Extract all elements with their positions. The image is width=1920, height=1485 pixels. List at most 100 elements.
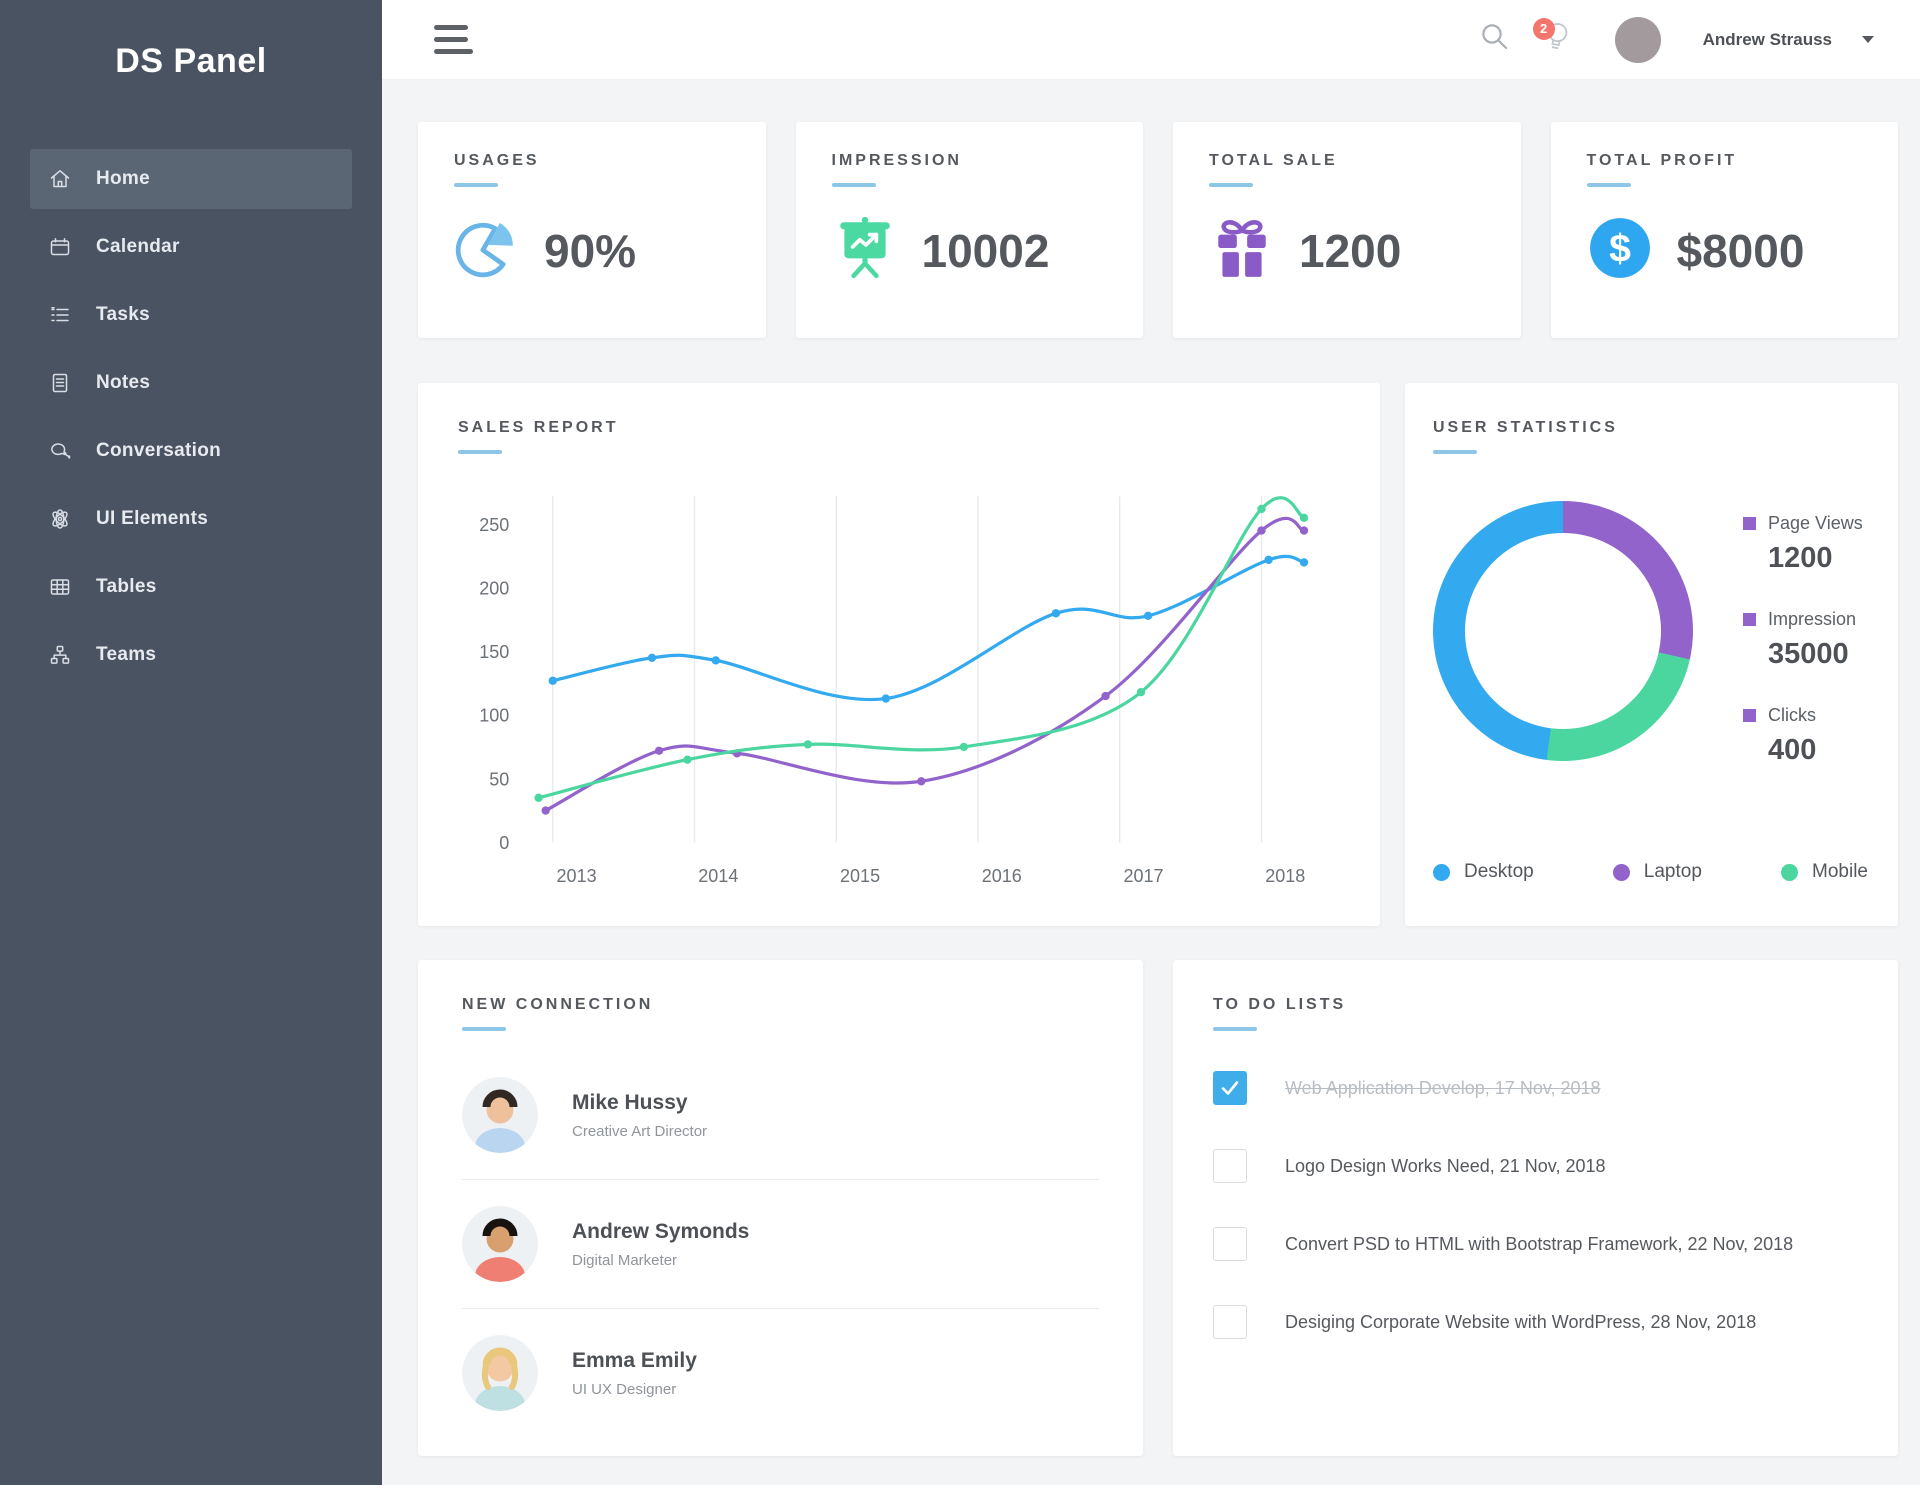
svg-text:250: 250 <box>479 515 509 535</box>
title-underline <box>462 1027 506 1031</box>
stat-value: 35000 <box>1768 638 1849 670</box>
card-title: USAGES <box>454 152 540 169</box>
statistics-list: Page Views 1200 Impression 35000 Clicks … <box>1743 513 1903 801</box>
legend-dot-icon <box>1781 863 1799 881</box>
sidebar-item-teams[interactable]: Teams <box>30 625 352 685</box>
usages-card: USAGES 90% <box>418 122 766 338</box>
todo-checkbox[interactable] <box>1213 1149 1247 1183</box>
panel-title: SALES REPORT <box>458 419 619 436</box>
stat-impression: Impression 35000 <box>1743 609 1903 671</box>
sidebar-item-home[interactable]: Home <box>30 149 352 209</box>
card-title: IMPRESSION <box>831 152 962 169</box>
notifications-button[interactable]: 2 <box>1532 17 1575 58</box>
sidebar-item-label: UI Elements <box>96 508 209 529</box>
pie-chart-icon <box>454 215 520 286</box>
new-connection-panel: NEW CONNECTION Mike Hussy Creative Art D… <box>418 960 1143 1456</box>
todo-panel: TO DO LISTS Web Application Develop, 17 … <box>1173 960 1898 1456</box>
legend-label: Desktop <box>1464 861 1534 882</box>
notification-badge: 2 <box>1532 17 1555 40</box>
card-title: TOTAL PROFIT <box>1586 152 1738 169</box>
bottom-row: NEW CONNECTION Mike Hussy Creative Art D… <box>418 960 1898 1456</box>
org-chart-icon <box>48 643 72 667</box>
legend-label: Laptop <box>1643 861 1702 882</box>
menu-button[interactable] <box>434 25 474 54</box>
home-icon <box>48 167 72 191</box>
donut-chart <box>1433 501 1693 761</box>
person-row[interactable]: Mike Hussy Creative Art Director <box>462 1051 1099 1179</box>
sidebar-item-label: Notes <box>96 372 151 393</box>
user-avatar[interactable] <box>1614 16 1661 63</box>
todo-item: Desiging Corporate Website with WordPres… <box>1213 1305 1858 1339</box>
sidebar-item-tables[interactable]: Tables <box>30 557 352 617</box>
sidebar-item-notes[interactable]: Notes <box>30 353 352 413</box>
topbar: 2 Andrew Strauss <box>382 0 1920 80</box>
user-statistics-panel: USER STATISTICS Page Views 1200 Impressi… <box>1405 383 1898 926</box>
legend-square-icon <box>1743 613 1756 626</box>
card-value: 90% <box>544 224 637 277</box>
panel-title: TO DO LISTS <box>1213 996 1347 1013</box>
avatar <box>462 1335 538 1411</box>
atom-icon <box>48 507 72 531</box>
todo-item: Logo Design Works Need, 21 Nov, 2018 <box>1213 1149 1858 1183</box>
avatar <box>462 1077 538 1153</box>
stat-page-views: Page Views 1200 <box>1743 513 1903 575</box>
main-content: USAGES 90% IMPRESSION 10002 TOTAL SALE <box>382 80 1920 1456</box>
svg-text:200: 200 <box>479 578 509 598</box>
svg-text:2015: 2015 <box>840 866 880 886</box>
stat-value: 400 <box>1768 734 1817 766</box>
sidebar-item-calendar[interactable]: Calendar <box>30 217 352 277</box>
person-list: Mike Hussy Creative Art Director Andrew … <box>462 1051 1099 1437</box>
person-row[interactable]: Andrew Symonds Digital Marketer <box>462 1179 1099 1308</box>
stat-clicks: Clicks 400 <box>1743 705 1903 767</box>
total-profit-card: TOTAL PROFIT $ $8000 <box>1550 122 1898 338</box>
sidebar-item-ui-elements[interactable]: UI Elements <box>30 489 352 549</box>
table-grid-icon <box>48 575 72 599</box>
legend-dot-icon <box>1433 863 1450 881</box>
sidebar-item-label: Tables <box>96 576 157 597</box>
sidebar-item-label: Tasks <box>96 304 150 325</box>
presentation-icon <box>832 215 898 286</box>
stat-cards: USAGES 90% IMPRESSION 10002 TOTAL SALE <box>418 122 1898 338</box>
sales-report-panel: SALES REPORT 2013 2014 2015 2016 2017 2018 0 50… <box>418 383 1380 926</box>
notes-icon <box>48 371 72 395</box>
panel-title: USER STATISTICS <box>1433 419 1618 436</box>
sidebar-item-label: Home <box>96 168 150 189</box>
total-sale-card: TOTAL SALE 1200 <box>1173 122 1521 338</box>
stat-label: Clicks <box>1768 705 1816 725</box>
sidebar-item-label: Teams <box>96 644 157 665</box>
svg-text:100: 100 <box>479 706 509 726</box>
todo-item: Convert PSD to HTML with Bootstrap Frame… <box>1213 1227 1858 1261</box>
sidebar-item-label: Calendar <box>96 236 180 257</box>
person-name: Mike Hussy <box>572 1090 688 1114</box>
chevron-down-icon[interactable] <box>1862 36 1874 43</box>
avatar <box>462 1206 538 1282</box>
legend-desktop: Desktop <box>1433 861 1534 883</box>
todo-checkbox[interactable] <box>1213 1305 1247 1339</box>
svg-text:50: 50 <box>489 769 509 789</box>
person-name: Andrew Symonds <box>572 1219 750 1243</box>
legend-dot-icon <box>1612 863 1630 881</box>
svg-text:0: 0 <box>499 833 509 853</box>
sidebar-item-conversation[interactable]: Conversation <box>30 421 352 481</box>
person-row[interactable]: Emma Emily UI UX Designer <box>462 1308 1099 1437</box>
svg-text:2013: 2013 <box>557 866 597 886</box>
app-logo: DS Panel <box>115 42 267 80</box>
charts-row: SALES REPORT 2013 2014 2015 2016 2017 2018 0 50… <box>418 383 1898 926</box>
search-button[interactable] <box>1477 22 1513 58</box>
sidebar-item-tasks[interactable]: Tasks <box>30 285 352 345</box>
user-name[interactable]: Andrew Strauss <box>1702 29 1832 49</box>
stat-label: Impression <box>1768 609 1857 629</box>
title-underline <box>1213 1027 1257 1031</box>
title-underline <box>1433 450 1477 454</box>
person-name: Emma Emily <box>572 1348 697 1372</box>
todo-checkbox[interactable] <box>1213 1071 1247 1105</box>
sidebar-nav: Home Calendar Tasks Notes Conversation <box>0 149 382 685</box>
svg-text:2014: 2014 <box>698 866 738 886</box>
person-role: UI UX Designer <box>572 1380 677 1398</box>
svg-text:2017: 2017 <box>1124 866 1164 886</box>
title-underline <box>1586 183 1631 187</box>
svg-text:150: 150 <box>479 642 509 662</box>
card-value: 10002 <box>921 224 1050 277</box>
legend-mobile: Mobile <box>1781 861 1868 883</box>
todo-checkbox[interactable] <box>1213 1227 1247 1261</box>
